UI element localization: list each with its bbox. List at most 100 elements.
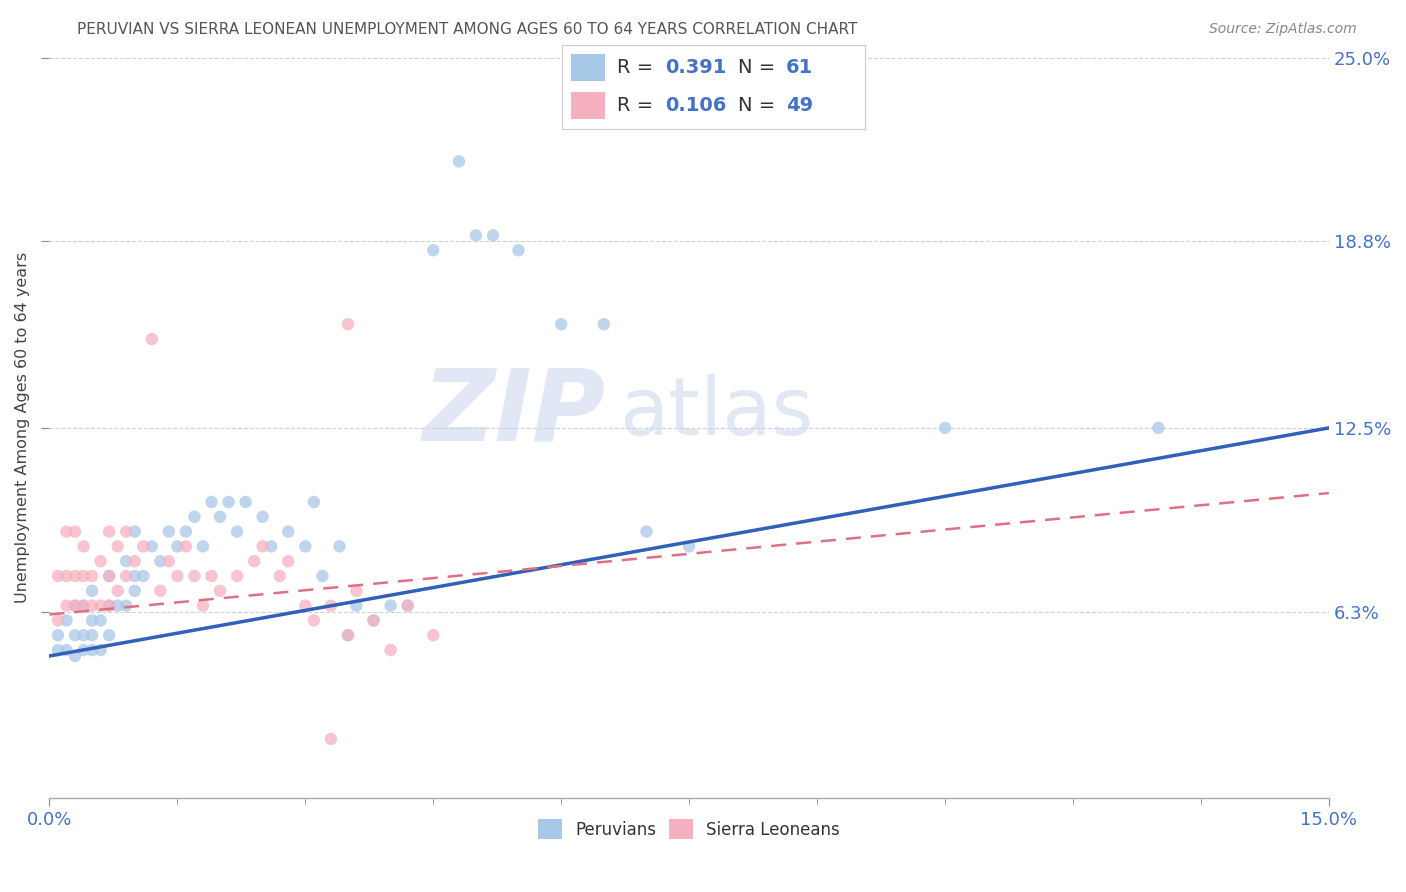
Point bbox=[72, 569, 94, 583]
Point bbox=[115, 524, 138, 539]
Point bbox=[336, 628, 359, 642]
Text: R =: R = bbox=[617, 58, 659, 77]
Point bbox=[107, 599, 129, 613]
Point bbox=[55, 524, 77, 539]
Point bbox=[166, 540, 188, 554]
Point bbox=[98, 599, 121, 613]
Point bbox=[1147, 421, 1170, 435]
Point bbox=[174, 524, 197, 539]
Point bbox=[678, 540, 700, 554]
Point bbox=[141, 540, 163, 554]
Point bbox=[464, 228, 486, 243]
Text: 49: 49 bbox=[786, 96, 813, 115]
Text: PERUVIAN VS SIERRA LEONEAN UNEMPLOYMENT AMONG AGES 60 TO 64 YEARS CORRELATION CH: PERUVIAN VS SIERRA LEONEAN UNEMPLOYMENT … bbox=[77, 22, 858, 37]
Point bbox=[157, 554, 180, 568]
Point bbox=[90, 554, 112, 568]
Point bbox=[328, 540, 350, 554]
Point bbox=[80, 599, 103, 613]
Point bbox=[72, 599, 94, 613]
Point bbox=[422, 628, 444, 642]
Point bbox=[55, 569, 77, 583]
Text: N =: N = bbox=[738, 58, 782, 77]
Point bbox=[46, 614, 69, 628]
Point bbox=[46, 628, 69, 642]
Point bbox=[260, 540, 283, 554]
Point bbox=[149, 554, 172, 568]
Point bbox=[141, 332, 163, 346]
Text: atlas: atlas bbox=[619, 374, 813, 452]
Point bbox=[72, 540, 94, 554]
Point bbox=[302, 495, 325, 509]
Legend: Peruvians, Sierra Leoneans: Peruvians, Sierra Leoneans bbox=[531, 813, 846, 846]
Point bbox=[80, 583, 103, 598]
Point bbox=[363, 614, 385, 628]
Point bbox=[107, 583, 129, 598]
Point bbox=[80, 614, 103, 628]
Point bbox=[226, 569, 249, 583]
Point bbox=[72, 643, 94, 657]
Point bbox=[72, 599, 94, 613]
Point bbox=[200, 495, 222, 509]
Point bbox=[336, 318, 359, 332]
Point bbox=[294, 540, 316, 554]
Point bbox=[149, 583, 172, 598]
Point bbox=[132, 569, 155, 583]
Point bbox=[124, 524, 146, 539]
Point bbox=[174, 540, 197, 554]
Point bbox=[80, 628, 103, 642]
Point bbox=[98, 524, 121, 539]
Point bbox=[277, 524, 299, 539]
Point bbox=[208, 583, 231, 598]
Point bbox=[98, 569, 121, 583]
Point bbox=[934, 421, 956, 435]
Point bbox=[80, 643, 103, 657]
Point bbox=[90, 643, 112, 657]
Point bbox=[183, 509, 205, 524]
Point bbox=[396, 599, 419, 613]
Point bbox=[191, 599, 214, 613]
Point bbox=[200, 569, 222, 583]
Point bbox=[55, 614, 77, 628]
Text: R =: R = bbox=[617, 96, 659, 115]
Point bbox=[422, 243, 444, 257]
Point bbox=[98, 628, 121, 642]
Point bbox=[132, 540, 155, 554]
Point bbox=[166, 569, 188, 583]
Point bbox=[107, 540, 129, 554]
Point bbox=[636, 524, 658, 539]
Text: 0.391: 0.391 bbox=[665, 58, 727, 77]
Point bbox=[294, 599, 316, 613]
Point bbox=[98, 569, 121, 583]
Point bbox=[63, 628, 86, 642]
Point bbox=[482, 228, 505, 243]
Point bbox=[208, 509, 231, 524]
Bar bbox=[571, 92, 605, 120]
Point bbox=[380, 643, 402, 657]
Point bbox=[115, 599, 138, 613]
Point bbox=[98, 599, 121, 613]
Point bbox=[311, 569, 333, 583]
Point bbox=[115, 554, 138, 568]
Point bbox=[243, 554, 266, 568]
Point bbox=[157, 524, 180, 539]
Point bbox=[319, 731, 342, 746]
Text: 0.106: 0.106 bbox=[665, 96, 727, 115]
Point bbox=[90, 614, 112, 628]
Point bbox=[63, 524, 86, 539]
Point bbox=[63, 599, 86, 613]
Point bbox=[508, 243, 530, 257]
Point bbox=[124, 583, 146, 598]
Point bbox=[63, 599, 86, 613]
Point bbox=[396, 599, 419, 613]
Point bbox=[226, 524, 249, 539]
Point bbox=[269, 569, 291, 583]
Text: 61: 61 bbox=[786, 58, 813, 77]
Point bbox=[191, 540, 214, 554]
Point bbox=[447, 154, 470, 169]
Point bbox=[592, 318, 614, 332]
Point bbox=[55, 599, 77, 613]
Point bbox=[63, 648, 86, 663]
Point bbox=[46, 643, 69, 657]
Point bbox=[46, 569, 69, 583]
Point bbox=[550, 318, 572, 332]
